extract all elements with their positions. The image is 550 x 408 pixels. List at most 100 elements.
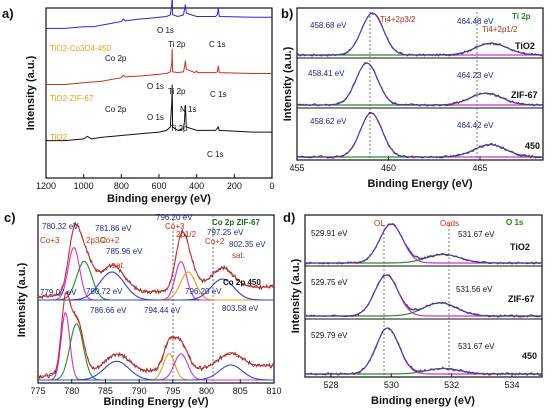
panel-a-co2p-label-2: Co 2p [105, 105, 127, 114]
panel-b-x-tick-label: 465 [472, 163, 487, 173]
panel-b-fit-ti2p32-0 [297, 12, 543, 56]
panel-a-o1s-label-1: O 1s [157, 26, 174, 35]
panel-c-envelope-1 [38, 290, 275, 377]
panel-c-2p12-label-1: 2p1/2 [176, 230, 197, 239]
panel-b-ti-2p32-label: Ti4+2p3/2 [380, 15, 416, 24]
panel-d-peak-label-6: 531.67 eV [458, 342, 495, 351]
panel-b-peak-label-6: 464.42 eV [457, 121, 494, 130]
panel-a-label: a) [2, 6, 14, 21]
panel-c-fit-1-5 [38, 364, 274, 381]
panel-c-x-tick-label: 800 [199, 386, 214, 396]
panel-c-label: c) [4, 210, 16, 225]
panel-c-top-label-6: 802.35 eV [229, 240, 266, 249]
panel-b-ti-2p12-label: Ti4+2p1/2 [482, 25, 518, 34]
panel-d-o1s-spectrum: d) O 1s 528 530 532 534 Binding energy (eV)… [283, 210, 543, 407]
panel-a-xlabel: Binding energy (eV) [107, 193, 211, 205]
panel-a-series [46, 0, 272, 142]
panel-c-x-tick-label: 810 [266, 386, 281, 396]
panel-c-fits [37, 221, 275, 381]
panel-d-label: d) [283, 210, 295, 225]
panel-d-fit-oads-1 [305, 302, 542, 317]
panel-b-x-tick-label: 460 [381, 163, 396, 173]
panel-d-oads-label: Oads [440, 219, 459, 228]
panel-b-peak-label-2: 464.48 eV [457, 17, 494, 26]
panel-d-row-label-1: TiO2 [510, 242, 530, 252]
panel-c-bottom-label-6: 803.58 eV [222, 304, 259, 313]
panel-a-survey-spectrum: a) 1200 1000 800 600 400 200 0 Binding energy … [2, 0, 275, 205]
panel-c-co3-label-1: Co+3 [40, 236, 60, 245]
panel-a-x-tick-label: 400 [189, 181, 204, 191]
panel-a-ti2p-label-2: Ti 2p [168, 87, 186, 96]
panel-a-ti2p-label-3: Ti 2p [170, 124, 188, 133]
panel-d-frame [304, 214, 543, 378]
panel-c-envelope-0 [38, 223, 274, 297]
panel-c-x-tick-label: 805 [233, 386, 248, 396]
panel-a-ylabel: Intensity (a.u.) [25, 55, 37, 130]
panel-b-xlabel: Binding Energy (eV) [367, 178, 472, 190]
panel-b-envelope-2 [297, 112, 543, 158]
panel-b-x-ticks: 455 460 465 [289, 156, 488, 173]
panel-b-row-label-3: 450 [525, 141, 540, 151]
panel-d-peak-label-2: 531.67 eV [458, 230, 495, 239]
panel-c-co2-label-1: Co+2 [100, 236, 120, 245]
panel-a-x-tick-label: 600 [151, 181, 166, 191]
panel-a-ti2p-label-1: Ti 2p [168, 40, 186, 49]
panel-a-o1s-label-2: O 1s [147, 82, 164, 91]
panel-b-frame [296, 7, 544, 161]
panel-c-bottom-label-3: 786.66 eV [90, 306, 127, 315]
panel-b-fit-ti2p12-0 [297, 42, 543, 56]
panel-d-x-tick-label: 532 [444, 380, 459, 390]
panel-b-row-label-2: ZIF-67 [511, 90, 538, 100]
panel-b-ylabel: Intensity (a.u.) [282, 46, 294, 121]
panel-c-sat-label-2: sat. [232, 251, 245, 260]
panel-c-sat-label-1: sat. [112, 261, 125, 270]
panel-d-peak-label-1: 529.91 eV [311, 229, 348, 238]
panel-d-xlabel: Binding energy (eV) [371, 395, 475, 407]
panel-c-bottom-label-2: 780.72 eV [86, 287, 123, 296]
panel-a-series-line-1 [46, 48, 272, 85]
panel-b-ti2p-spectrum: b) Ti 2p 455 460 465 Binding Energy (eV) I… [281, 6, 544, 190]
panel-d-raw-1 [304, 274, 543, 318]
panel-b-row-label-1: TiO2 [515, 41, 535, 51]
panel-d-fits [304, 223, 543, 376]
panel-c-co2-label-2: Co+2 [205, 237, 225, 246]
panel-d-ol-label: OL [374, 219, 385, 228]
panel-c-top-label-4: 796.20 eV [156, 213, 193, 222]
panel-a-series-line-2 [46, 84, 272, 142]
panel-c-bottom-label-4: 794.44 eV [144, 306, 181, 315]
panel-a-c1s-label-1: C 1s [209, 40, 225, 49]
panel-c-row-label-1: Co 2p ZIF-67 [212, 218, 261, 227]
panel-c-xlabel: Binding Energy (eV) [103, 396, 208, 408]
panel-a-series-label-tio2: TiO2 [50, 133, 68, 142]
panel-c-top-label-2: 781.86 eV [95, 224, 132, 233]
panel-d-tag: O 1s [506, 218, 524, 227]
panel-c-frame [37, 214, 275, 384]
panel-b-raw-0 [296, 12, 544, 57]
panel-b-x-tick-label: 455 [289, 163, 304, 173]
panel-b-peak-label-3: 458.41 eV [308, 69, 345, 78]
panel-c-x-tick-label: 780 [64, 386, 79, 396]
panel-c-fit-1-1 [38, 323, 274, 381]
panel-b-envelope-1 [297, 62, 543, 106]
panel-d-x-tick-label: 534 [504, 380, 519, 390]
panel-a-x-tick-label: 0 [269, 181, 274, 191]
panel-a-c1s-label-3: C 1s [207, 150, 223, 159]
panel-d-x-tick-label: 528 [323, 380, 338, 390]
panel-d-peak-label-4: 531.56 eV [456, 285, 493, 294]
panel-b-peak-label-5: 458.62 eV [310, 117, 347, 126]
panel-a-x-tick-label: 1200 [36, 181, 56, 191]
panel-a-x-tick-label: 200 [227, 181, 242, 191]
panel-b-fits [296, 12, 544, 159]
panel-a-x-ticks: 1200 1000 800 600 400 200 0 [36, 174, 275, 191]
panel-c-x-tick-label: 795 [165, 386, 180, 396]
panel-d-peak-label-3: 529.75 eV [311, 278, 348, 287]
panel-d-row-label-3: 450 [522, 351, 537, 361]
panel-c-row-label-2: Co 2p 450 [223, 278, 261, 287]
panel-c-x-ticks: 775 780 785 790 795 800 805 810 [30, 379, 282, 396]
panel-a-c1s-label-2: C 1s [210, 90, 226, 99]
panel-a-n1s-label: N 1s [180, 105, 196, 114]
panel-d-ylabel: Intensity (a.u.) [290, 258, 302, 333]
panel-d-envelope-2 [305, 327, 542, 375]
panel-c-top-label-3: 785.96 eV [106, 247, 143, 256]
